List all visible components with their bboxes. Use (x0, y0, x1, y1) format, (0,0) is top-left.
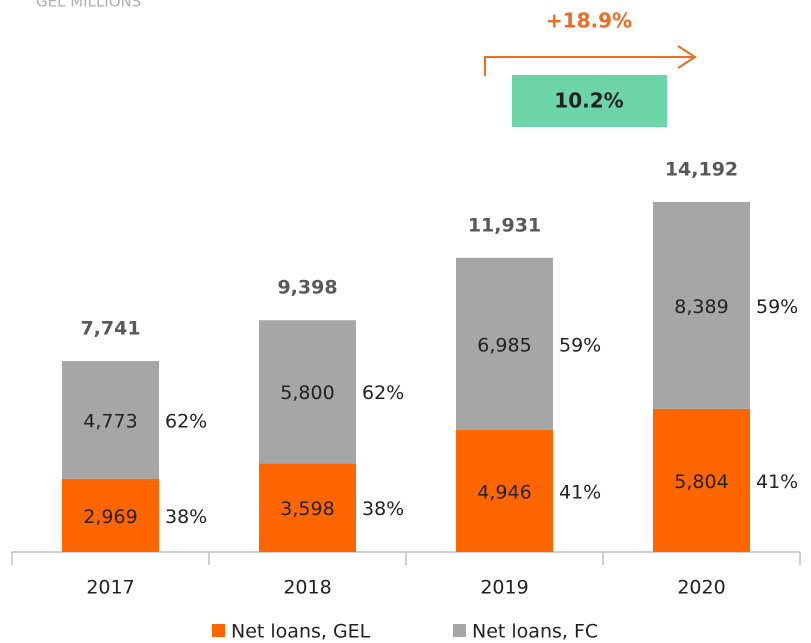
rate-box-label: 10.2% (554, 89, 623, 113)
bar-segment (259, 463, 356, 552)
percent-label: 59% (756, 296, 798, 318)
bar-segment (653, 201, 750, 409)
percent-label: 41% (559, 482, 601, 504)
bar-segment (456, 430, 553, 552)
legend-swatch (453, 624, 466, 637)
legend-swatch (212, 624, 225, 637)
value-label: 3,598 (280, 498, 334, 520)
bar-segment (62, 361, 159, 479)
percent-label: 62% (165, 410, 207, 432)
total-label: 7,741 (80, 318, 140, 340)
value-label: 4,946 (477, 482, 531, 504)
bar-segment (653, 408, 750, 552)
bar-segment (259, 320, 356, 464)
total-label: 14,192 (665, 158, 738, 180)
x-tick-label: 2020 (677, 577, 725, 599)
bar-segment (62, 478, 159, 552)
bar-segment (456, 257, 553, 431)
percent-label: 38% (362, 498, 404, 520)
value-label: 6,985 (477, 334, 531, 356)
value-label: 4,773 (83, 410, 137, 432)
growth-arrow (484, 45, 697, 76)
x-tick-label: 2019 (480, 577, 528, 599)
percent-label: 41% (756, 471, 798, 493)
percent-label: 62% (362, 382, 404, 404)
x-tick-label: 2017 (86, 577, 134, 599)
value-label: 2,969 (83, 506, 137, 528)
percent-label: 59% (559, 334, 601, 356)
value-label: 8,389 (674, 296, 728, 318)
percent-label: 38% (165, 506, 207, 528)
total-label: 9,398 (277, 277, 337, 299)
legend-label: Net loans, GEL (231, 621, 371, 643)
total-label: 11,931 (468, 214, 541, 236)
rate-box (512, 75, 667, 127)
value-label: 5,804 (674, 471, 728, 493)
legend-label: Net loans, FC (472, 621, 598, 643)
x-tick-label: 2018 (283, 577, 331, 599)
subtitle: GEL MILLIONS (36, 0, 141, 11)
growth-annotation: +18.9% (546, 9, 632, 33)
value-label: 5,800 (280, 382, 334, 404)
